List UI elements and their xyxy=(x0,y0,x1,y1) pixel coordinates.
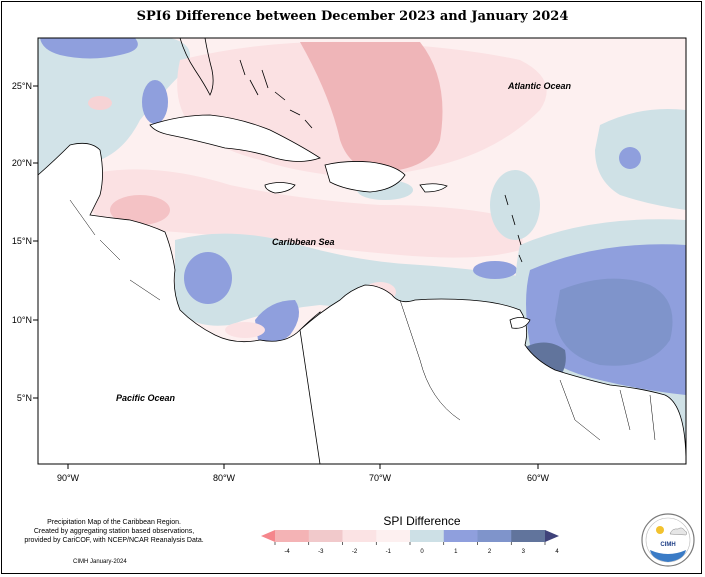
yucatan-central-america xyxy=(38,142,321,464)
credit-line: provided by CariCOF, with NCEP/NCAR Rean… xyxy=(24,537,204,544)
atlantic-ocean-label: Atlantic Ocean xyxy=(507,81,572,91)
lesser-antilles xyxy=(504,194,523,263)
contour-pink-panama xyxy=(225,322,265,338)
colorbar-tick-label: -2 xyxy=(352,549,358,555)
lon-label: 70°W xyxy=(369,473,392,483)
map-title: SPI6 Difference between December 2023 an… xyxy=(136,9,569,24)
colorbar-arrow-left xyxy=(261,530,275,542)
longitude-axis: 90°W 80°W 70°W 60°W xyxy=(57,464,550,483)
colorbar-segment xyxy=(410,530,445,542)
trinidad xyxy=(509,317,531,329)
colorbar-segment xyxy=(376,530,411,542)
colorbar-segment xyxy=(275,530,310,542)
credit-text: Precipitation Map of the Caribbean Regio… xyxy=(14,518,214,545)
caribbean-sea-label: Caribbean Sea xyxy=(272,237,335,247)
contour-blue-abc xyxy=(473,261,517,279)
contour-blue-colombia-coast xyxy=(255,300,299,344)
contour-blue-nw-top xyxy=(40,38,138,59)
contour-light-blue-antilles xyxy=(490,170,540,240)
lat-label: 15°N xyxy=(12,236,32,246)
colorbar-arrow-right xyxy=(545,530,559,542)
date-line: CIMH January-2024 xyxy=(73,559,127,565)
credit-line: Created by aggregating station based obs… xyxy=(33,528,195,535)
colorbar-segment xyxy=(511,530,546,542)
colorbar-tick-label: 3 xyxy=(522,549,526,555)
lon-label: 80°W xyxy=(213,473,236,483)
colorbar-segment xyxy=(477,530,512,542)
bahamas xyxy=(239,59,313,129)
lat-label: 10°N xyxy=(12,315,32,325)
contour-light-blue-nw xyxy=(38,38,190,175)
country-borders xyxy=(69,199,656,441)
map-border xyxy=(37,37,687,465)
hispaniola xyxy=(324,161,406,193)
contour-pink-gom xyxy=(88,96,112,110)
colorbar-tick-label: -3 xyxy=(318,549,324,555)
puerto-rico xyxy=(419,183,448,193)
colorbar-tick-label: 0 xyxy=(420,549,424,555)
lon-label: 60°W xyxy=(527,473,550,483)
jamaica xyxy=(264,182,296,194)
land-outlines xyxy=(38,38,686,464)
latitude-axis: 25°N 20°N 15°N 10°N 5°N xyxy=(12,81,38,403)
lat-label: 20°N xyxy=(12,158,32,168)
pacific-ocean-label: Pacific Ocean xyxy=(116,393,176,403)
wave-icon xyxy=(650,550,686,562)
florida-coast xyxy=(179,38,214,96)
cimh-logo: CIMH xyxy=(641,513,695,567)
contour-blue-atlantic-east xyxy=(619,147,641,169)
lon-label: 90°W xyxy=(57,473,80,483)
contour-blue-gom xyxy=(142,80,168,124)
colorbar-segment xyxy=(342,530,377,542)
contour-pink-central xyxy=(85,169,523,258)
colorbar-tick-label: -4 xyxy=(284,549,290,555)
cuba xyxy=(149,114,321,162)
cloud-icon xyxy=(669,527,688,536)
lat-label: 5°N xyxy=(17,393,32,403)
colorbar-tick-label: 1 xyxy=(454,549,458,555)
contour-mid-pink-north xyxy=(300,42,443,172)
colorbar-tick-label: 2 xyxy=(488,549,492,555)
colorbar-segment xyxy=(443,530,478,542)
contour-dark-blue-guiana xyxy=(555,278,673,366)
credit-line: Precipitation Map of the Caribbean Regio… xyxy=(47,519,181,526)
colorbar-segment xyxy=(308,530,343,542)
colorbar-title: SPI Difference xyxy=(383,514,461,528)
logo-text: CIMH xyxy=(660,542,675,548)
lat-label: 25°N xyxy=(12,81,32,91)
south-america xyxy=(299,284,686,464)
colorbar-tick-label: -1 xyxy=(386,549,392,555)
sun-icon xyxy=(656,526,664,534)
contour-pink-honduras xyxy=(110,195,170,225)
contour-blue-nicaragua-offshore xyxy=(184,252,232,304)
colorbar-tick-label: 4 xyxy=(555,549,559,555)
colorbar: -4 -3 -2 -1 0 1 2 3 4 xyxy=(261,530,559,555)
